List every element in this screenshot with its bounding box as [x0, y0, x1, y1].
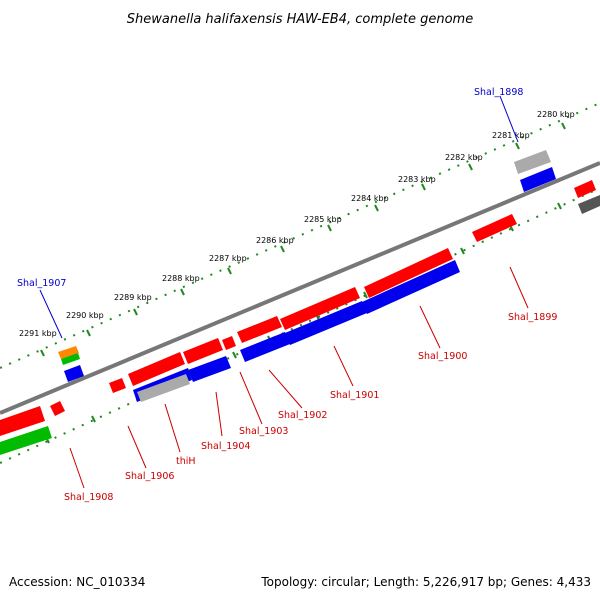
label-shal-1902[interactable]: Shal_1902 [278, 410, 327, 421]
gene-small-fwd-2[interactable] [109, 378, 126, 393]
tick-labels: 2280 kbp 2281 kbp 2282 kbp 2283 kbp 2284… [19, 110, 575, 338]
tick-label: 2285 kbp [304, 215, 342, 224]
gene-shal-1899[interactable] [472, 214, 517, 242]
gene-shal-1902[interactable] [240, 332, 290, 362]
accession-text: Accession: NC_010334 [9, 575, 145, 589]
gene-shal-1908-fwd[interactable] [0, 406, 45, 436]
label-shal-1904[interactable]: Shal_1904 [201, 441, 250, 452]
gene-shal-1900-fwd[interactable] [364, 248, 453, 298]
tick-label: 2281 kbp [492, 131, 530, 140]
tick-label: 2289 kbp [114, 293, 152, 302]
label-shal-1899[interactable]: Shal_1899 [508, 312, 557, 323]
tick-label: 2282 kbp [445, 153, 483, 162]
leader-lines [39, 95, 529, 489]
gene-small-fwd-3[interactable] [50, 401, 65, 416]
gene-shal-1907-green[interactable] [61, 353, 80, 365]
outer-major-ticks [40, 122, 566, 357]
tick-label: 2280 kbp [537, 110, 575, 119]
tick-label: 2291 kbp [19, 329, 57, 338]
forward-genes [0, 180, 596, 436]
tick-label: 2287 kbp [209, 254, 247, 263]
gene-shal-1901-fwd[interactable] [280, 287, 360, 330]
summary-text: Topology: circular; Length: 5,226,917 bp… [260, 575, 591, 589]
gene-small-fwd[interactable] [222, 336, 236, 350]
inner-tick-ring [0, 187, 600, 464]
gene-shal-1901[interactable] [285, 301, 367, 345]
map-title: Shewanella halifaxensis HAW-EB4, complet… [127, 12, 473, 27]
gene-shal-1904-fwd[interactable] [183, 338, 223, 364]
label-shal-1906[interactable]: Shal_1906 [125, 471, 174, 482]
tick-label: 2288 kbp [162, 274, 200, 283]
gene-shal-1900[interactable] [362, 260, 460, 314]
label-shal-1898[interactable]: Shal_1898 [474, 87, 523, 98]
gene-shal-1898-rev[interactable] [520, 167, 556, 192]
gene-shal-1902-fwd[interactable] [237, 316, 282, 343]
gene-shal-1908-green[interactable] [0, 426, 52, 455]
gene-shal-1898-neighbor[interactable] [574, 180, 596, 198]
gene-labels: Shal_1898 Shal_1899 Shal_1900 Shal_1901 … [17, 87, 557, 503]
gene-dark[interactable] [578, 195, 600, 214]
label-shal-1907[interactable]: Shal_1907 [17, 278, 66, 289]
gene-shal-1898[interactable] [514, 150, 551, 174]
inner-major-ticks [45, 202, 562, 444]
gene-shal-1904[interactable] [188, 356, 231, 382]
gene-shal-1907[interactable] [58, 346, 79, 359]
tick-label: 2284 kbp [351, 194, 389, 203]
label-shal-1903[interactable]: Shal_1903 [239, 426, 288, 437]
label-shal-1901[interactable]: Shal_1901 [330, 390, 379, 401]
label-shal-1908[interactable]: Shal_1908 [64, 492, 113, 503]
gene-shal-1907-rev[interactable] [64, 365, 84, 382]
label-thih[interactable]: thiH [176, 456, 196, 467]
gene-thih-fwd[interactable] [128, 352, 185, 386]
other-genes [0, 150, 600, 455]
genome-backbone [0, 161, 600, 415]
tick-label: 2283 kbp [398, 175, 436, 184]
label-shal-1900[interactable]: Shal_1900 [418, 351, 467, 362]
gene-thih[interactable] [137, 374, 190, 402]
tick-label: 2286 kbp [256, 236, 294, 245]
tick-label: 2290 kbp [66, 311, 104, 320]
